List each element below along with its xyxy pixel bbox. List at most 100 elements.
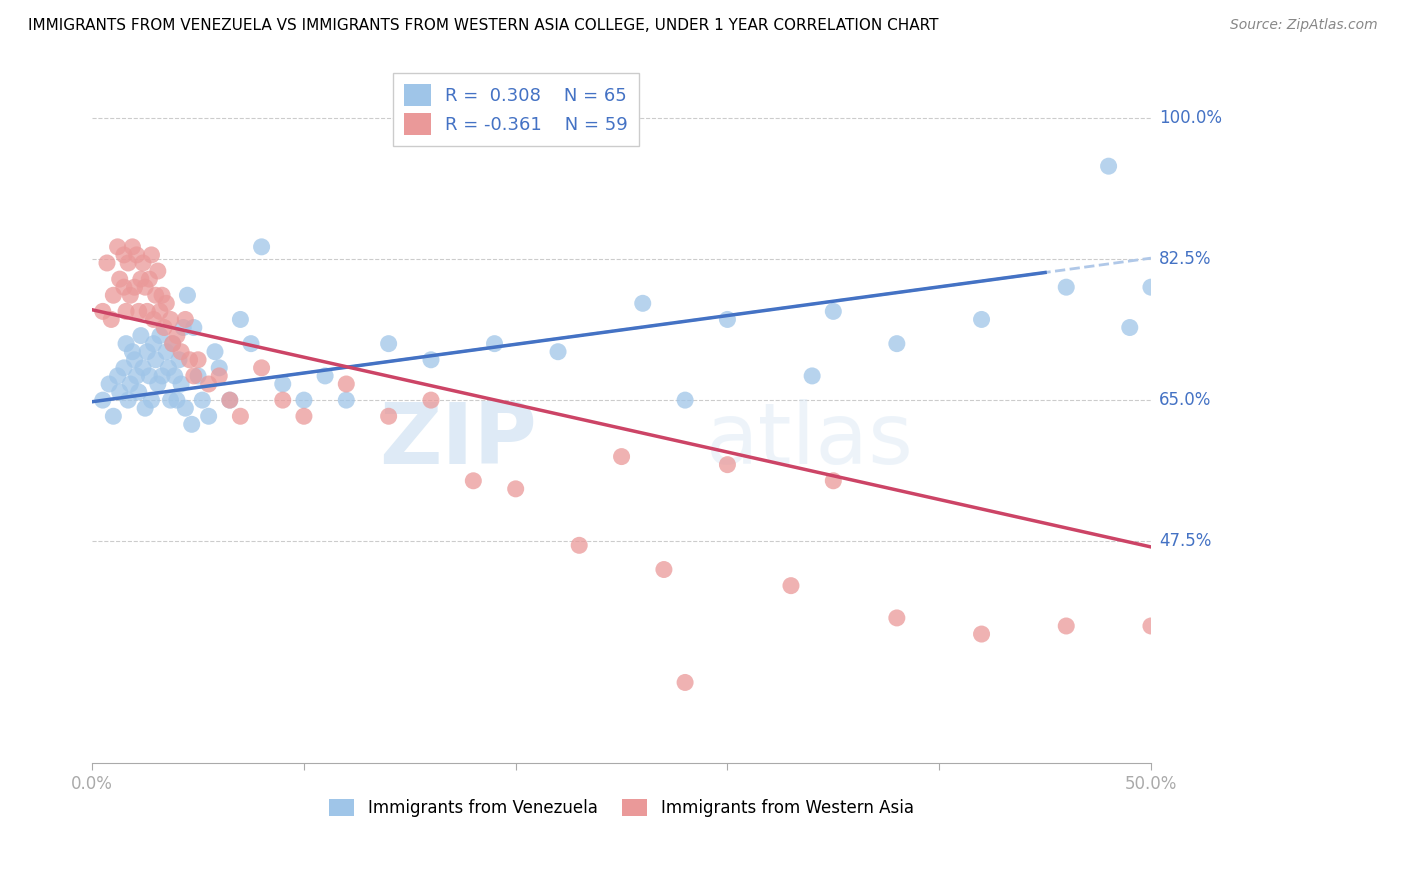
Point — [112, 280, 135, 294]
Point — [162, 336, 184, 351]
Point — [136, 344, 159, 359]
Point — [250, 240, 273, 254]
Point — [149, 328, 172, 343]
Point — [631, 296, 654, 310]
Point — [166, 393, 188, 408]
Point — [108, 272, 131, 286]
Point — [132, 360, 155, 375]
Point — [134, 280, 156, 294]
Point — [197, 376, 219, 391]
Point — [145, 352, 167, 367]
Point — [100, 312, 122, 326]
Point — [128, 304, 150, 318]
Point — [157, 360, 180, 375]
Point — [229, 312, 252, 326]
Point — [547, 344, 569, 359]
Point — [1140, 280, 1163, 294]
Point — [823, 304, 845, 318]
Point — [125, 368, 148, 383]
Point — [187, 368, 209, 383]
Point — [292, 409, 315, 424]
Point — [142, 312, 165, 326]
Point — [117, 256, 139, 270]
Point — [132, 256, 155, 270]
Legend: Immigrants from Venezuela, Immigrants from Western Asia: Immigrants from Venezuela, Immigrants fr… — [322, 792, 921, 823]
Point — [505, 482, 527, 496]
Point — [121, 240, 143, 254]
Point — [112, 360, 135, 375]
Point — [420, 352, 443, 367]
Point — [96, 256, 118, 270]
Point — [159, 312, 181, 326]
Point — [208, 368, 231, 383]
Point — [159, 393, 181, 408]
Point — [107, 368, 129, 383]
Point — [107, 240, 129, 254]
Point — [179, 352, 201, 367]
Point — [716, 312, 738, 326]
Point — [129, 272, 152, 286]
Point — [180, 417, 202, 432]
Point — [153, 320, 176, 334]
Point — [115, 304, 138, 318]
Point — [103, 409, 125, 424]
Point — [136, 304, 159, 318]
Point — [176, 288, 198, 302]
Point — [149, 304, 172, 318]
Point — [166, 328, 188, 343]
Point — [98, 376, 121, 391]
Point — [170, 344, 193, 359]
Point — [155, 296, 177, 310]
Point — [129, 328, 152, 343]
Text: 65.0%: 65.0% — [1160, 391, 1212, 409]
Point — [183, 320, 205, 334]
Point — [124, 352, 146, 367]
Point — [610, 450, 633, 464]
Point — [970, 627, 993, 641]
Point — [250, 360, 273, 375]
Point — [115, 336, 138, 351]
Point — [673, 393, 696, 408]
Point — [108, 385, 131, 400]
Point — [1097, 159, 1119, 173]
Point — [204, 344, 226, 359]
Point — [463, 474, 485, 488]
Point — [240, 336, 263, 351]
Point — [568, 538, 591, 552]
Point — [780, 579, 803, 593]
Point — [146, 376, 169, 391]
Point — [120, 288, 142, 302]
Point — [121, 344, 143, 359]
Point — [150, 288, 173, 302]
Point — [191, 393, 214, 408]
Point — [335, 376, 357, 391]
Point — [886, 336, 908, 351]
Point — [229, 409, 252, 424]
Point — [120, 376, 142, 391]
Point — [1119, 320, 1142, 334]
Point — [174, 401, 197, 416]
Point — [652, 562, 675, 576]
Point — [335, 393, 357, 408]
Point — [138, 272, 160, 286]
Point — [125, 248, 148, 262]
Point — [91, 304, 114, 318]
Point — [420, 393, 443, 408]
Text: 47.5%: 47.5% — [1160, 533, 1212, 550]
Text: 100.0%: 100.0% — [1160, 109, 1222, 127]
Point — [187, 352, 209, 367]
Point — [218, 393, 240, 408]
Point — [142, 336, 165, 351]
Point — [138, 368, 160, 383]
Text: atlas: atlas — [706, 400, 914, 483]
Point — [1054, 280, 1077, 294]
Point — [141, 248, 163, 262]
Point — [124, 280, 146, 294]
Point — [150, 368, 173, 383]
Point — [716, 458, 738, 472]
Point — [183, 368, 205, 383]
Point — [91, 393, 114, 408]
Point — [128, 385, 150, 400]
Point — [208, 360, 231, 375]
Point — [292, 393, 315, 408]
